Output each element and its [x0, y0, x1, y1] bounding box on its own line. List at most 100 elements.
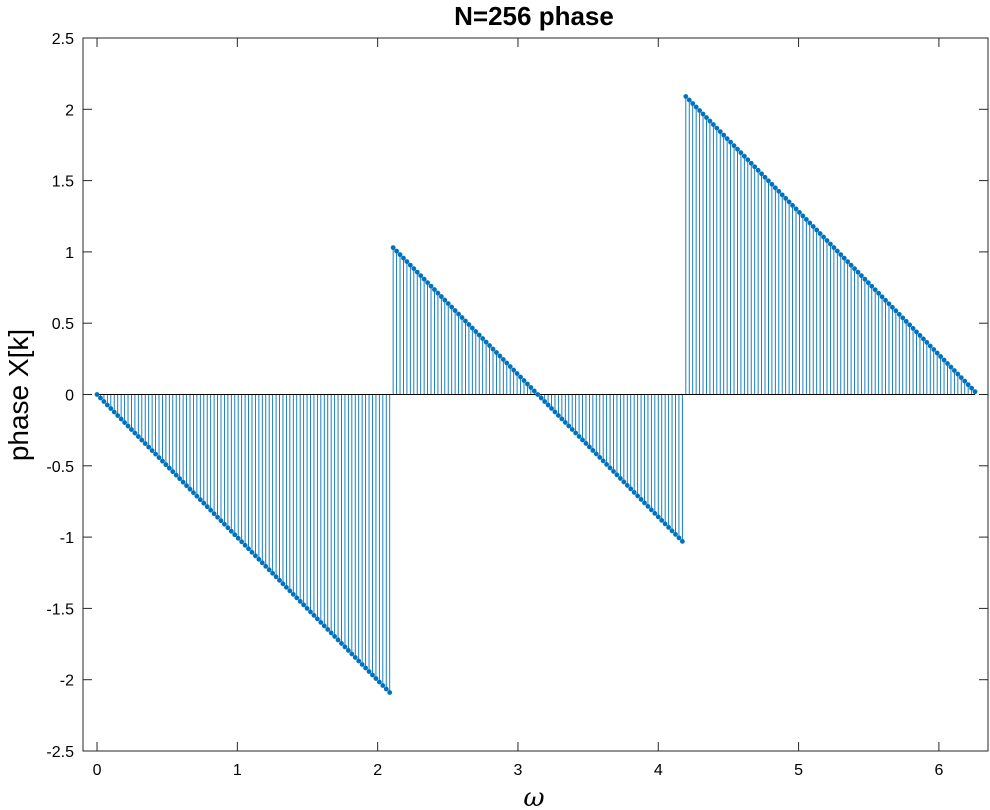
stem-marker — [759, 171, 764, 177]
stem-marker — [387, 690, 393, 695]
stem-marker — [786, 199, 792, 205]
stem-marker — [817, 231, 823, 236]
stem-marker — [528, 385, 534, 390]
y-tick-label: 0 — [65, 388, 74, 405]
stem-marker — [552, 409, 558, 415]
y-axis-label: phase X[k] — [3, 329, 34, 461]
stem-marker — [772, 185, 778, 191]
stem-marker — [717, 129, 723, 135]
stem-marker — [590, 448, 596, 453]
y-tick-label: -1.5 — [46, 601, 74, 618]
stem-marker — [879, 294, 885, 300]
stem-marker — [304, 605, 310, 611]
stem-marker — [562, 420, 568, 425]
chart-title: N=256 phase — [454, 1, 614, 31]
stem-marker — [738, 150, 744, 156]
stem-marker — [951, 368, 957, 373]
stem-marker — [821, 234, 826, 240]
stem-marker — [907, 322, 913, 328]
stem-marker — [222, 521, 227, 527]
stem-marker — [494, 350, 499, 355]
stem-marker — [673, 531, 678, 537]
stem-marker — [624, 483, 630, 488]
stem-marker — [807, 220, 813, 226]
stem-marker — [648, 507, 654, 513]
stem-marker — [132, 430, 138, 436]
stem-marker — [531, 388, 537, 394]
x-tick-label: 4 — [654, 762, 663, 779]
stem-marker — [290, 591, 296, 597]
stem-marker — [714, 125, 720, 131]
stem-lines — [100, 96, 976, 693]
stem-marker — [160, 458, 165, 464]
stem-marker — [514, 371, 520, 376]
stem-marker — [941, 357, 947, 363]
stem-marker — [631, 490, 637, 495]
stem-marker — [745, 157, 751, 163]
stem-marker — [728, 139, 733, 145]
stem-marker — [645, 504, 651, 509]
stem-marker — [693, 104, 699, 110]
stem-marker — [232, 532, 238, 538]
stem-marker — [921, 336, 926, 342]
x-tick-label: 1 — [233, 762, 242, 779]
stem-marker — [270, 570, 276, 576]
stem-marker — [859, 273, 864, 279]
stem-marker — [803, 217, 809, 222]
stem-marker — [848, 262, 854, 268]
stem-marker — [129, 427, 134, 432]
stem-marker — [752, 164, 758, 170]
stem-marker — [890, 304, 895, 310]
stem-marker — [793, 206, 799, 212]
stem-marker — [490, 346, 496, 352]
stem-marker — [352, 655, 358, 660]
stem-marker — [228, 528, 234, 534]
stem-marker — [335, 637, 341, 643]
stem-marker — [741, 153, 747, 159]
stem-marker — [834, 248, 840, 254]
stem-marker — [852, 266, 857, 272]
stem-marker — [969, 385, 975, 391]
stem-marker — [463, 318, 468, 324]
y-tick-label: -1 — [60, 530, 74, 547]
stem-marker — [776, 188, 782, 194]
stem-marker — [253, 553, 258, 559]
x-tick-label: 2 — [373, 762, 382, 779]
stem-marker — [277, 577, 282, 583]
stem-marker — [710, 122, 716, 127]
stem-markers — [94, 94, 978, 695]
stem-marker — [287, 588, 293, 594]
stem-marker — [246, 546, 251, 552]
stem-marker — [173, 472, 179, 478]
stem-marker — [569, 427, 575, 432]
stem-marker — [679, 538, 685, 544]
stem-marker — [273, 574, 279, 580]
stem-marker — [617, 476, 623, 481]
stem-marker — [893, 308, 899, 314]
stem-marker — [686, 97, 692, 103]
y-tick-label: -2 — [60, 673, 74, 690]
stem-marker — [549, 406, 554, 411]
stem-marker — [177, 476, 183, 482]
stem-marker — [449, 304, 455, 310]
stem-marker — [142, 441, 148, 446]
stem-marker — [790, 203, 795, 208]
stem-marker — [373, 676, 379, 681]
stem-marker — [125, 423, 131, 429]
x-tick-label: 3 — [514, 762, 523, 779]
stem-marker — [587, 444, 592, 450]
x-tick-label: 5 — [794, 762, 803, 779]
stem-marker — [135, 434, 141, 439]
stem-marker — [535, 392, 541, 397]
y-tick-label: -2.5 — [46, 744, 74, 761]
stem-marker — [883, 297, 888, 303]
stem-marker — [910, 325, 916, 331]
stem-marker — [831, 245, 837, 250]
stem-marker — [948, 364, 954, 370]
stem-marker — [662, 521, 668, 527]
stem-marker — [438, 294, 444, 299]
stem-marker — [184, 483, 189, 489]
stem-marker — [294, 595, 300, 601]
stem-marker — [104, 402, 110, 408]
stem-marker — [359, 662, 365, 667]
